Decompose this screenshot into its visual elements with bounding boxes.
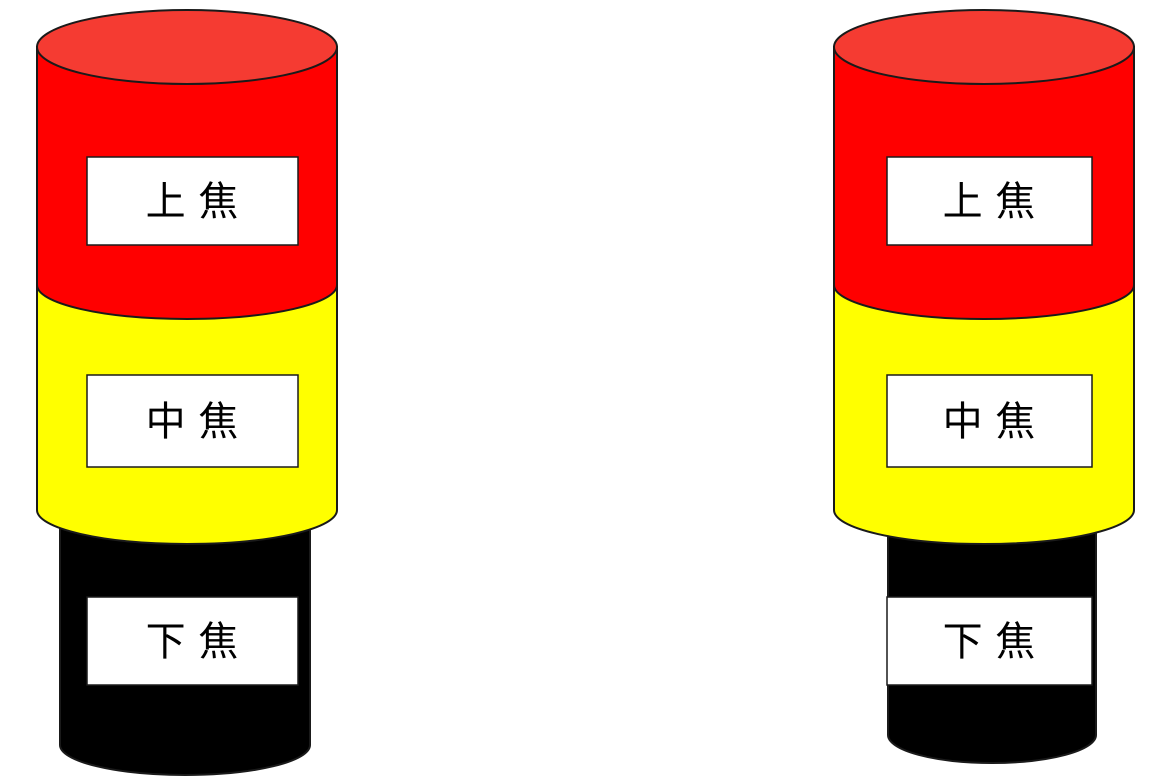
upper-jiao-label-box: 上 焦	[86, 156, 299, 246]
upper-cylinder-top	[36, 9, 338, 85]
column-left: 上 焦 中 焦 下 焦	[36, 9, 338, 776]
middle-jiao-label-box: 中 焦	[86, 374, 299, 468]
upper-jiao-label-box: 上 焦	[886, 156, 1093, 246]
upper-cylinder-top	[833, 9, 1135, 85]
upper-jiao-label: 上 焦	[146, 179, 239, 225]
middle-jiao-label: 中 焦	[146, 399, 239, 445]
lower-jiao-label: 下 焦	[943, 619, 1036, 665]
middle-jiao-label-box: 中 焦	[886, 374, 1093, 468]
lower-jiao-label-box: 下 焦	[886, 596, 1093, 686]
lower-jiao-label: 下 焦	[146, 619, 239, 665]
middle-jiao-label: 中 焦	[943, 399, 1036, 445]
column-right: 上 焦 中 焦 下 焦	[833, 9, 1135, 764]
lower-jiao-label-box: 下 焦	[86, 596, 299, 686]
upper-jiao-label: 上 焦	[943, 179, 1036, 225]
